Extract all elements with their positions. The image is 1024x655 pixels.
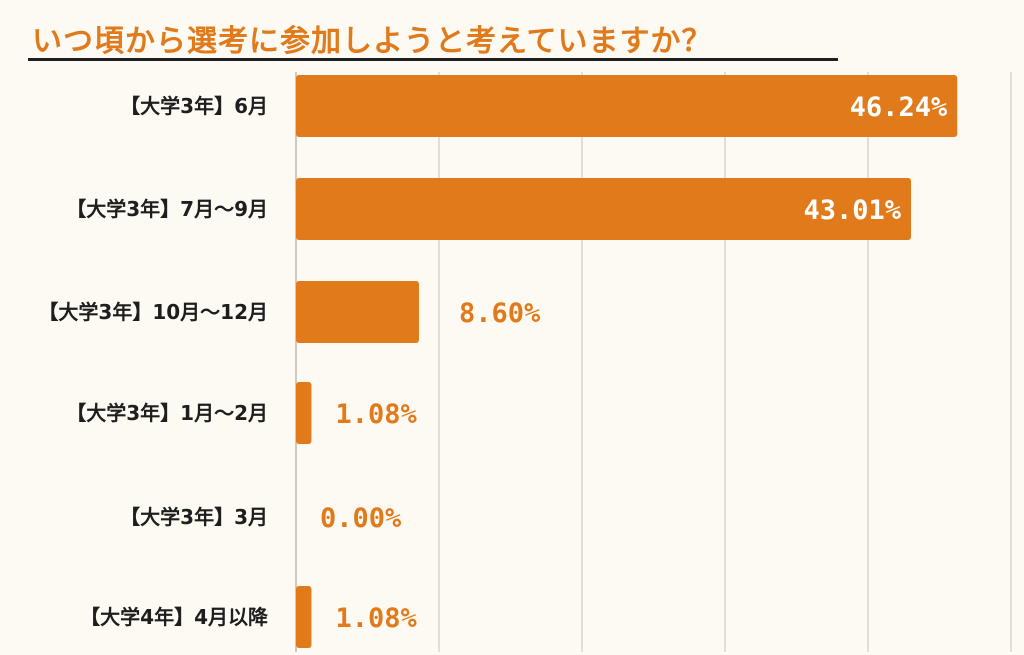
bar — [296, 178, 912, 240]
value-label: 0.00% — [320, 503, 402, 534]
category-label: 【大学3年】10月〜12月 — [38, 300, 268, 324]
category-label: 【大学3年】1月〜2月 — [66, 401, 268, 425]
value-label: 1.08% — [335, 603, 417, 634]
value-label: 1.08% — [335, 399, 417, 430]
value-label: 8.60% — [459, 298, 541, 329]
title-underline — [28, 58, 838, 61]
value-label: 43.01% — [803, 195, 901, 226]
bar — [296, 586, 312, 648]
bar — [296, 382, 312, 444]
value-label: 46.24% — [850, 92, 948, 123]
category-label: 【大学3年】7月〜9月 — [66, 197, 268, 221]
bar — [296, 281, 419, 343]
chart-title: いつ頃から選考に参加しようと考えていますか？ — [32, 24, 713, 59]
bar — [296, 75, 958, 137]
category-label: 【大学4年】4月以降 — [80, 605, 269, 629]
category-label: 【大学3年】6月 — [120, 94, 268, 118]
category-label: 【大学3年】3月 — [120, 505, 268, 529]
